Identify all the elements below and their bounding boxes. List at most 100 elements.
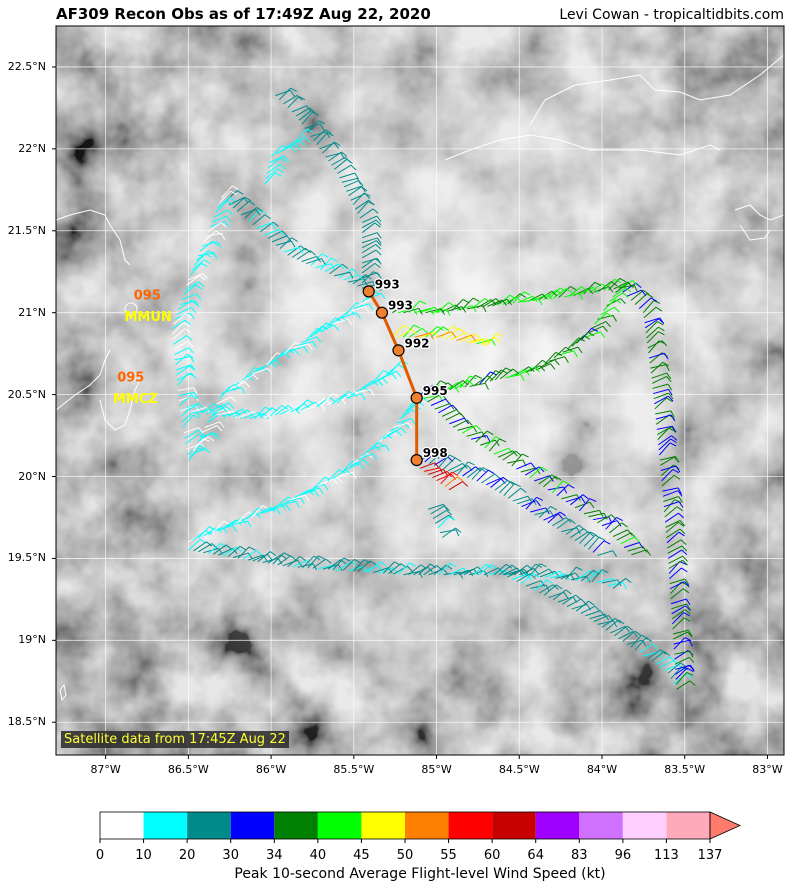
wind-barb [481, 473, 501, 484]
wind-barb [622, 282, 642, 293]
center-pressure-label: 993 [375, 277, 400, 291]
wind-barb [361, 262, 381, 274]
wind-barb [578, 286, 599, 296]
wind-barb [651, 376, 672, 384]
wind-barb [355, 199, 375, 210]
wind-barb [181, 411, 201, 423]
lat-tick-label: 22.5°N [7, 59, 46, 73]
wind-barb [179, 405, 200, 412]
wind-barb [671, 609, 691, 620]
wind-barb [648, 352, 669, 360]
wind-barb [397, 329, 418, 338]
wind-barb [275, 240, 296, 248]
wind-barb [173, 335, 193, 345]
wind-barb [295, 128, 314, 142]
wind-barb [307, 555, 325, 569]
wind-barb [321, 393, 339, 407]
wind-barb [171, 319, 191, 330]
wind-barb [316, 132, 334, 146]
wind-barb [482, 298, 502, 308]
satellite-time-note: Satellite data from 17:45Z Aug 22 [61, 731, 289, 748]
wind-barb [651, 372, 672, 380]
wind-barb [271, 235, 292, 243]
wind-barb [430, 308, 451, 316]
wind-barb [239, 374, 259, 384]
wind-barb [414, 332, 434, 340]
wind-barb [285, 140, 306, 148]
wind-barb [207, 543, 227, 554]
wind-barb [657, 427, 676, 440]
wind-barb [275, 89, 295, 97]
wind-barb [597, 550, 617, 557]
wind-barb [361, 249, 382, 259]
wind-barb [288, 346, 309, 354]
wind-barb [270, 144, 289, 158]
wind-barb [217, 410, 237, 418]
wind-barb [567, 337, 586, 350]
wind-barb [667, 545, 688, 554]
wind-barb [263, 172, 282, 185]
wind-barb [471, 435, 491, 443]
wind-barb [603, 278, 622, 291]
wind-barb [543, 475, 562, 488]
wind-barb [656, 425, 677, 433]
wind-barb [543, 584, 563, 596]
wind-barb [438, 454, 456, 468]
wind-barb [240, 209, 261, 216]
wind-barb [615, 282, 635, 293]
wind-barb [173, 313, 192, 325]
wind-barb [605, 619, 625, 631]
wind-barb [600, 306, 620, 316]
wind-barb [471, 338, 491, 345]
wind-barb [651, 650, 670, 663]
wind-barb [268, 157, 287, 169]
wind-barb [654, 397, 673, 410]
wind-barb [357, 281, 377, 288]
wind-barb [361, 219, 382, 229]
station-id: MMCZ [113, 392, 158, 407]
wind-barb [434, 403, 455, 410]
colorbar-title: Peak 10-second Average Flight-level Wind… [234, 866, 606, 882]
wind-barb [368, 377, 388, 386]
wind-barb [441, 409, 462, 417]
wind-barb [565, 566, 583, 580]
wind-barb [579, 498, 597, 512]
lon-tick-label: 85°W [421, 763, 452, 776]
wind-barb [184, 281, 205, 291]
wind-barb [349, 305, 370, 313]
wind-barb [612, 529, 633, 538]
wind-barb [230, 381, 250, 390]
wind-barb [653, 395, 674, 405]
wind-barb [269, 404, 289, 417]
wind-barb [378, 431, 397, 443]
wind-barb [466, 467, 486, 479]
wind-barb [203, 230, 223, 242]
wind-barb [609, 522, 628, 534]
map-title: AF309 Recon Obs as of 17:49Z Aug 22, 202… [56, 5, 431, 23]
wind-barb [306, 404, 326, 412]
wind-barb [571, 335, 591, 347]
wind-barb [398, 562, 416, 575]
wind-barb [209, 220, 230, 228]
wind-barb [178, 391, 198, 399]
wind-barb [669, 581, 690, 590]
wind-barb [558, 350, 578, 358]
wind-barb [601, 579, 622, 587]
wind-barb [341, 460, 359, 474]
wind-barb [585, 610, 605, 617]
wind-barb [361, 257, 382, 265]
wind-barb [361, 222, 381, 234]
wind-barb [493, 563, 513, 576]
wind-barb [202, 425, 223, 433]
wind-barb [674, 656, 695, 665]
wind-barb [177, 387, 198, 395]
wind-barb [642, 300, 661, 314]
wind-barb [195, 250, 215, 262]
colorbar-tick-label: 10 [135, 848, 152, 863]
surface-stations: 095 MMUN 095 MMCZ [113, 289, 172, 407]
wind-barb [655, 414, 676, 422]
wind-barb [227, 545, 247, 558]
wind-barb [634, 293, 654, 305]
wind-barb [419, 462, 440, 469]
